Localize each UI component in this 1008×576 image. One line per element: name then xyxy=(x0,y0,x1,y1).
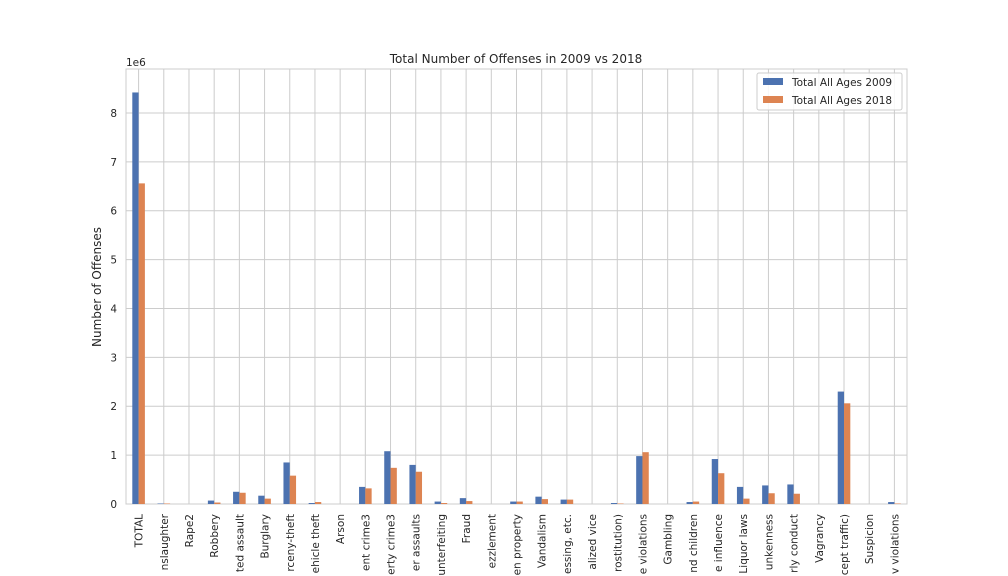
bar-2009 xyxy=(233,491,240,504)
bar-2018 xyxy=(793,493,800,504)
bar-2018 xyxy=(844,403,851,504)
x-tick-labels: TOTAL nslaughter Rape2 Robbery ted assault Bu… xyxy=(134,513,902,575)
y-tick-label: 8 xyxy=(110,108,117,120)
bar-2009 xyxy=(510,501,517,504)
x-tick-label: rostitution) xyxy=(612,514,624,572)
x-tick-label: Robbery xyxy=(209,514,221,558)
y-tick-labels: 0 1 2 3 4 5 6 7 8 xyxy=(110,108,117,511)
x-tick-label: ezzlement xyxy=(486,514,498,568)
x-tick-label: Arson xyxy=(335,514,347,544)
x-tick-label: cept traffic) xyxy=(839,514,851,575)
bar-2009 xyxy=(459,498,467,504)
y-tick-label: 3 xyxy=(110,352,117,364)
legend-label-2018: Total All Ages 2018 xyxy=(791,95,892,107)
legend-label-2009: Total All Ages 2009 xyxy=(791,77,892,89)
chart-title: Total Number of Offenses in 2009 vs 2018 xyxy=(389,52,642,66)
legend: Total All Ages 2009 Total All Ages 2018 xyxy=(756,72,903,111)
bar-2009 xyxy=(762,485,769,504)
bar-2018 xyxy=(415,471,423,504)
bar-2018 xyxy=(541,499,548,504)
bar-2009 xyxy=(636,456,643,504)
bar-2018 xyxy=(239,492,246,504)
x-tick-label: rly conduct xyxy=(789,514,801,573)
bar-2018 xyxy=(642,452,649,504)
bar-2018 xyxy=(289,475,297,504)
legend-swatch-2009 xyxy=(763,78,783,85)
legend-swatch-2018 xyxy=(763,96,783,103)
bar-2009 xyxy=(434,501,441,504)
bar-2018 xyxy=(138,183,145,504)
y-tick-label: 0 xyxy=(110,499,117,511)
bar-2009 xyxy=(560,499,567,504)
x-tick-label: e violations xyxy=(637,514,649,574)
x-tick-label: ehicle theft xyxy=(310,514,322,573)
x-tick-label: ted assault xyxy=(234,514,246,572)
x-tick-label: unkenness xyxy=(763,514,775,570)
bar-2009 xyxy=(535,496,542,504)
y-tick-label: 7 xyxy=(110,157,117,169)
x-tick-label: Burglary xyxy=(260,514,272,559)
bar-2018 xyxy=(768,493,775,504)
bar-2009 xyxy=(409,464,416,504)
y-tick-label: 4 xyxy=(110,303,117,315)
bars xyxy=(132,92,901,505)
x-tick-label: rceny-theft xyxy=(285,514,297,572)
bar-2018 xyxy=(743,498,750,504)
x-tick-label: nslaughter xyxy=(159,513,171,570)
bar-2018 xyxy=(516,501,523,504)
bar-2009 xyxy=(132,92,139,505)
x-tick-label: unterfeiting xyxy=(436,514,448,576)
x-tick-label: erty crime3 xyxy=(386,514,398,575)
x-tick-label: Fraud xyxy=(461,514,473,543)
bar-2018 xyxy=(566,499,574,504)
x-tick-label: Gambling xyxy=(663,514,675,565)
bar-2009 xyxy=(686,502,693,504)
y-tick-label: 5 xyxy=(110,255,117,267)
x-tick-label: alized vice xyxy=(587,514,599,570)
bar-2009 xyxy=(207,500,215,504)
legend-box xyxy=(756,72,903,111)
bar-2009 xyxy=(308,503,315,504)
bar-2009 xyxy=(736,486,744,504)
x-tick-label: Liquor laws xyxy=(738,514,750,574)
bar-2009 xyxy=(888,502,895,504)
x-tick-label: TOTAL xyxy=(134,514,146,548)
bar-2018 xyxy=(314,502,322,504)
bar-2018 xyxy=(390,467,397,504)
bar-2018 xyxy=(718,473,725,504)
offset-text: 1e6 xyxy=(126,57,146,69)
x-tick-label: e influence xyxy=(713,514,725,572)
bar-2018 xyxy=(264,498,271,504)
x-tick-label: Vagrancy xyxy=(814,514,826,563)
y-axis-label: Number of Offenses xyxy=(90,227,104,347)
x-tick-label: er assaults xyxy=(411,514,423,571)
bar-2009 xyxy=(610,503,618,504)
bar-2009 xyxy=(384,451,391,504)
bar-2018 xyxy=(365,488,372,504)
bar-2009 xyxy=(283,462,290,504)
bar-2009 xyxy=(359,486,366,504)
bar-2009 xyxy=(787,484,794,504)
bar-2018 xyxy=(466,501,473,504)
y-tick-label: 1 xyxy=(110,450,117,462)
bar-2009 xyxy=(711,459,719,504)
x-tick-label: Rape2 xyxy=(184,514,196,547)
x-tick-label: Vandalism xyxy=(537,514,549,568)
x-tick-label: ent crime3 xyxy=(360,514,372,571)
bar-2018 xyxy=(692,501,700,504)
bar-2009 xyxy=(837,391,845,504)
x-tick-label: nd children xyxy=(688,514,700,573)
y-tick-label: 6 xyxy=(110,206,117,218)
bar-2009 xyxy=(258,495,265,504)
x-tick-label: en property xyxy=(512,514,524,575)
x-tick-label: Suspicion xyxy=(864,514,876,564)
x-tick-label: v violations xyxy=(889,514,901,574)
gridlines xyxy=(125,68,908,505)
bar-2018 xyxy=(440,503,448,504)
y-tick-label: 2 xyxy=(110,401,117,413)
x-tick-label: essing, etc. xyxy=(562,514,574,574)
bar-2018 xyxy=(214,502,221,504)
